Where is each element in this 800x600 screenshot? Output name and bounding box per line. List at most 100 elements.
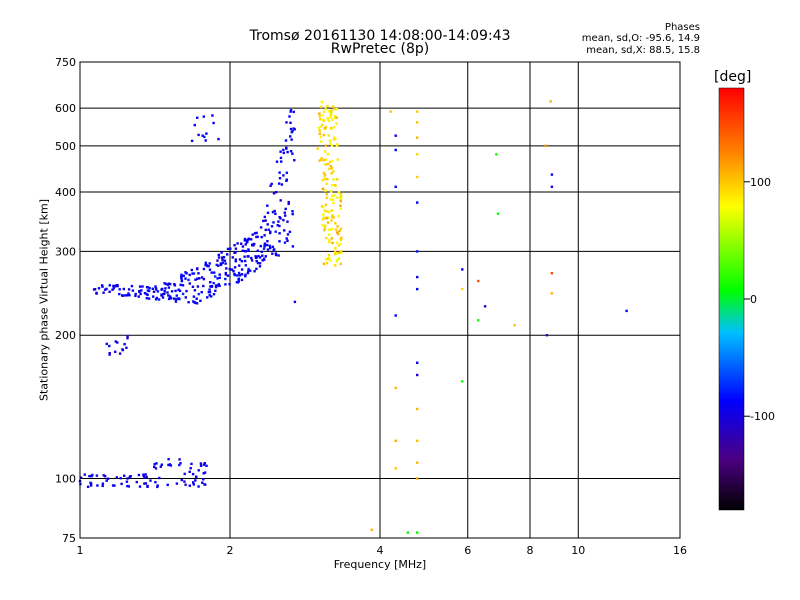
- e-layer-point: [101, 482, 105, 485]
- fx-trace-point: [328, 239, 331, 242]
- fo-low-point: [114, 340, 117, 343]
- fx-trace-point: [340, 195, 343, 198]
- fx-trace-point: [331, 198, 335, 201]
- fo-low-point: [123, 343, 126, 346]
- fo-band-point: [266, 211, 270, 214]
- e-layer-point: [138, 485, 142, 488]
- y-tick-labels: 75 100 200 300 400 500 600 750: [55, 56, 76, 545]
- fo-band-point: [118, 288, 121, 291]
- fo-band-point: [202, 277, 206, 281]
- fx-trace-point: [324, 258, 327, 261]
- fo-band-point: [283, 241, 287, 244]
- fo-band-point: [180, 276, 183, 279]
- fo-band-point: [259, 244, 262, 248]
- fo-low-point: [114, 350, 117, 353]
- fo-band-point: [274, 230, 277, 233]
- fo-band-point: [234, 260, 237, 263]
- fo-band-point: [214, 284, 218, 287]
- fx-trace-point: [340, 251, 343, 254]
- fx-trace-point: [334, 115, 337, 118]
- fo-band-point: [219, 263, 223, 267]
- fx-trace-point: [332, 216, 335, 219]
- fx-trace-point: [323, 226, 326, 229]
- fo-band-point: [278, 232, 281, 235]
- e-layer-point: [146, 484, 149, 488]
- fx-trace-point: [330, 166, 334, 170]
- fo-band-point: [196, 277, 199, 280]
- fo-band-point: [268, 244, 272, 248]
- fx-trace-point: [336, 231, 339, 234]
- scattered-point: [416, 250, 419, 253]
- fo-band-point: [279, 199, 282, 202]
- fx-trace-point: [325, 196, 329, 200]
- fx-trace-point: [333, 194, 336, 197]
- fo-band-point: [188, 282, 191, 285]
- fx-trace-point: [329, 164, 332, 168]
- x-tick-label: 1: [77, 544, 84, 557]
- fx-trace-point: [328, 139, 332, 142]
- x-tick-label: 10: [571, 544, 585, 557]
- fx-trace-point: [323, 150, 327, 153]
- fx-trace-point: [319, 125, 322, 128]
- scattered-point: [416, 461, 419, 464]
- fo-band-point: [279, 156, 283, 160]
- scattered-point: [293, 300, 297, 304]
- fo-band-point: [291, 130, 294, 133]
- phases-heading: Phases: [664, 22, 700, 33]
- fx-trace-point: [337, 232, 340, 236]
- fo-band-point: [247, 270, 250, 273]
- fo-band-point: [241, 249, 244, 252]
- fx-trace-point: [322, 262, 326, 265]
- scattered-point: [545, 334, 549, 337]
- fo-band-point: [259, 226, 263, 229]
- scattered-point: [496, 212, 500, 215]
- scattered-point: [416, 136, 419, 139]
- fo-band-point: [284, 139, 288, 142]
- y-tick-label: 600: [55, 102, 76, 115]
- fo-band-point: [284, 207, 287, 211]
- fx-trace-point: [334, 247, 337, 250]
- fo-low-point: [116, 341, 119, 344]
- fx-trace-point: [339, 207, 342, 210]
- x-tick-label: 4: [377, 544, 384, 557]
- e-layer-point: [189, 467, 192, 470]
- e-layer-point: [201, 481, 204, 484]
- fo-band-point: [156, 290, 160, 293]
- fo-band-point: [272, 221, 275, 224]
- fo-band-point: [233, 266, 237, 269]
- fo-band-point: [174, 300, 178, 303]
- fo-band-point: [234, 251, 237, 254]
- fx-trace-point: [339, 204, 342, 207]
- fx-trace-point: [331, 214, 334, 217]
- fo-band-point: [271, 210, 275, 214]
- fx-trace-point: [324, 224, 327, 227]
- fo-band-point: [184, 277, 187, 280]
- e-layer-point: [115, 476, 118, 479]
- fo-band-point: [95, 292, 98, 295]
- fo-low-point: [126, 337, 129, 340]
- fx-trace-point: [318, 159, 321, 162]
- e-layer-point: [89, 484, 93, 487]
- fx-trace-point: [339, 250, 343, 253]
- fo-band-point: [236, 274, 239, 277]
- fx-trace-point: [318, 129, 321, 132]
- fo-band-point: [187, 278, 190, 282]
- fo-band-point: [291, 212, 294, 216]
- fo-band-point: [288, 230, 292, 233]
- fo-band-point: [256, 235, 259, 238]
- fo-band-point: [274, 252, 278, 255]
- fo-band-point: [97, 287, 101, 290]
- fo-band-point: [291, 245, 295, 248]
- fx-trace-point: [327, 233, 331, 236]
- scattered-point: [406, 531, 410, 534]
- fo-band-point: [254, 255, 257, 258]
- fo-band-point: [289, 150, 293, 153]
- fo-band-point: [112, 287, 115, 290]
- fo-band-point: [293, 128, 296, 131]
- fx-trace-point: [325, 236, 328, 240]
- fo-band-point: [286, 150, 289, 154]
- fo-band-point: [263, 244, 266, 247]
- fo-band-point: [282, 218, 285, 222]
- fx-trace-point: [322, 158, 326, 162]
- fx-trace-point: [325, 182, 328, 186]
